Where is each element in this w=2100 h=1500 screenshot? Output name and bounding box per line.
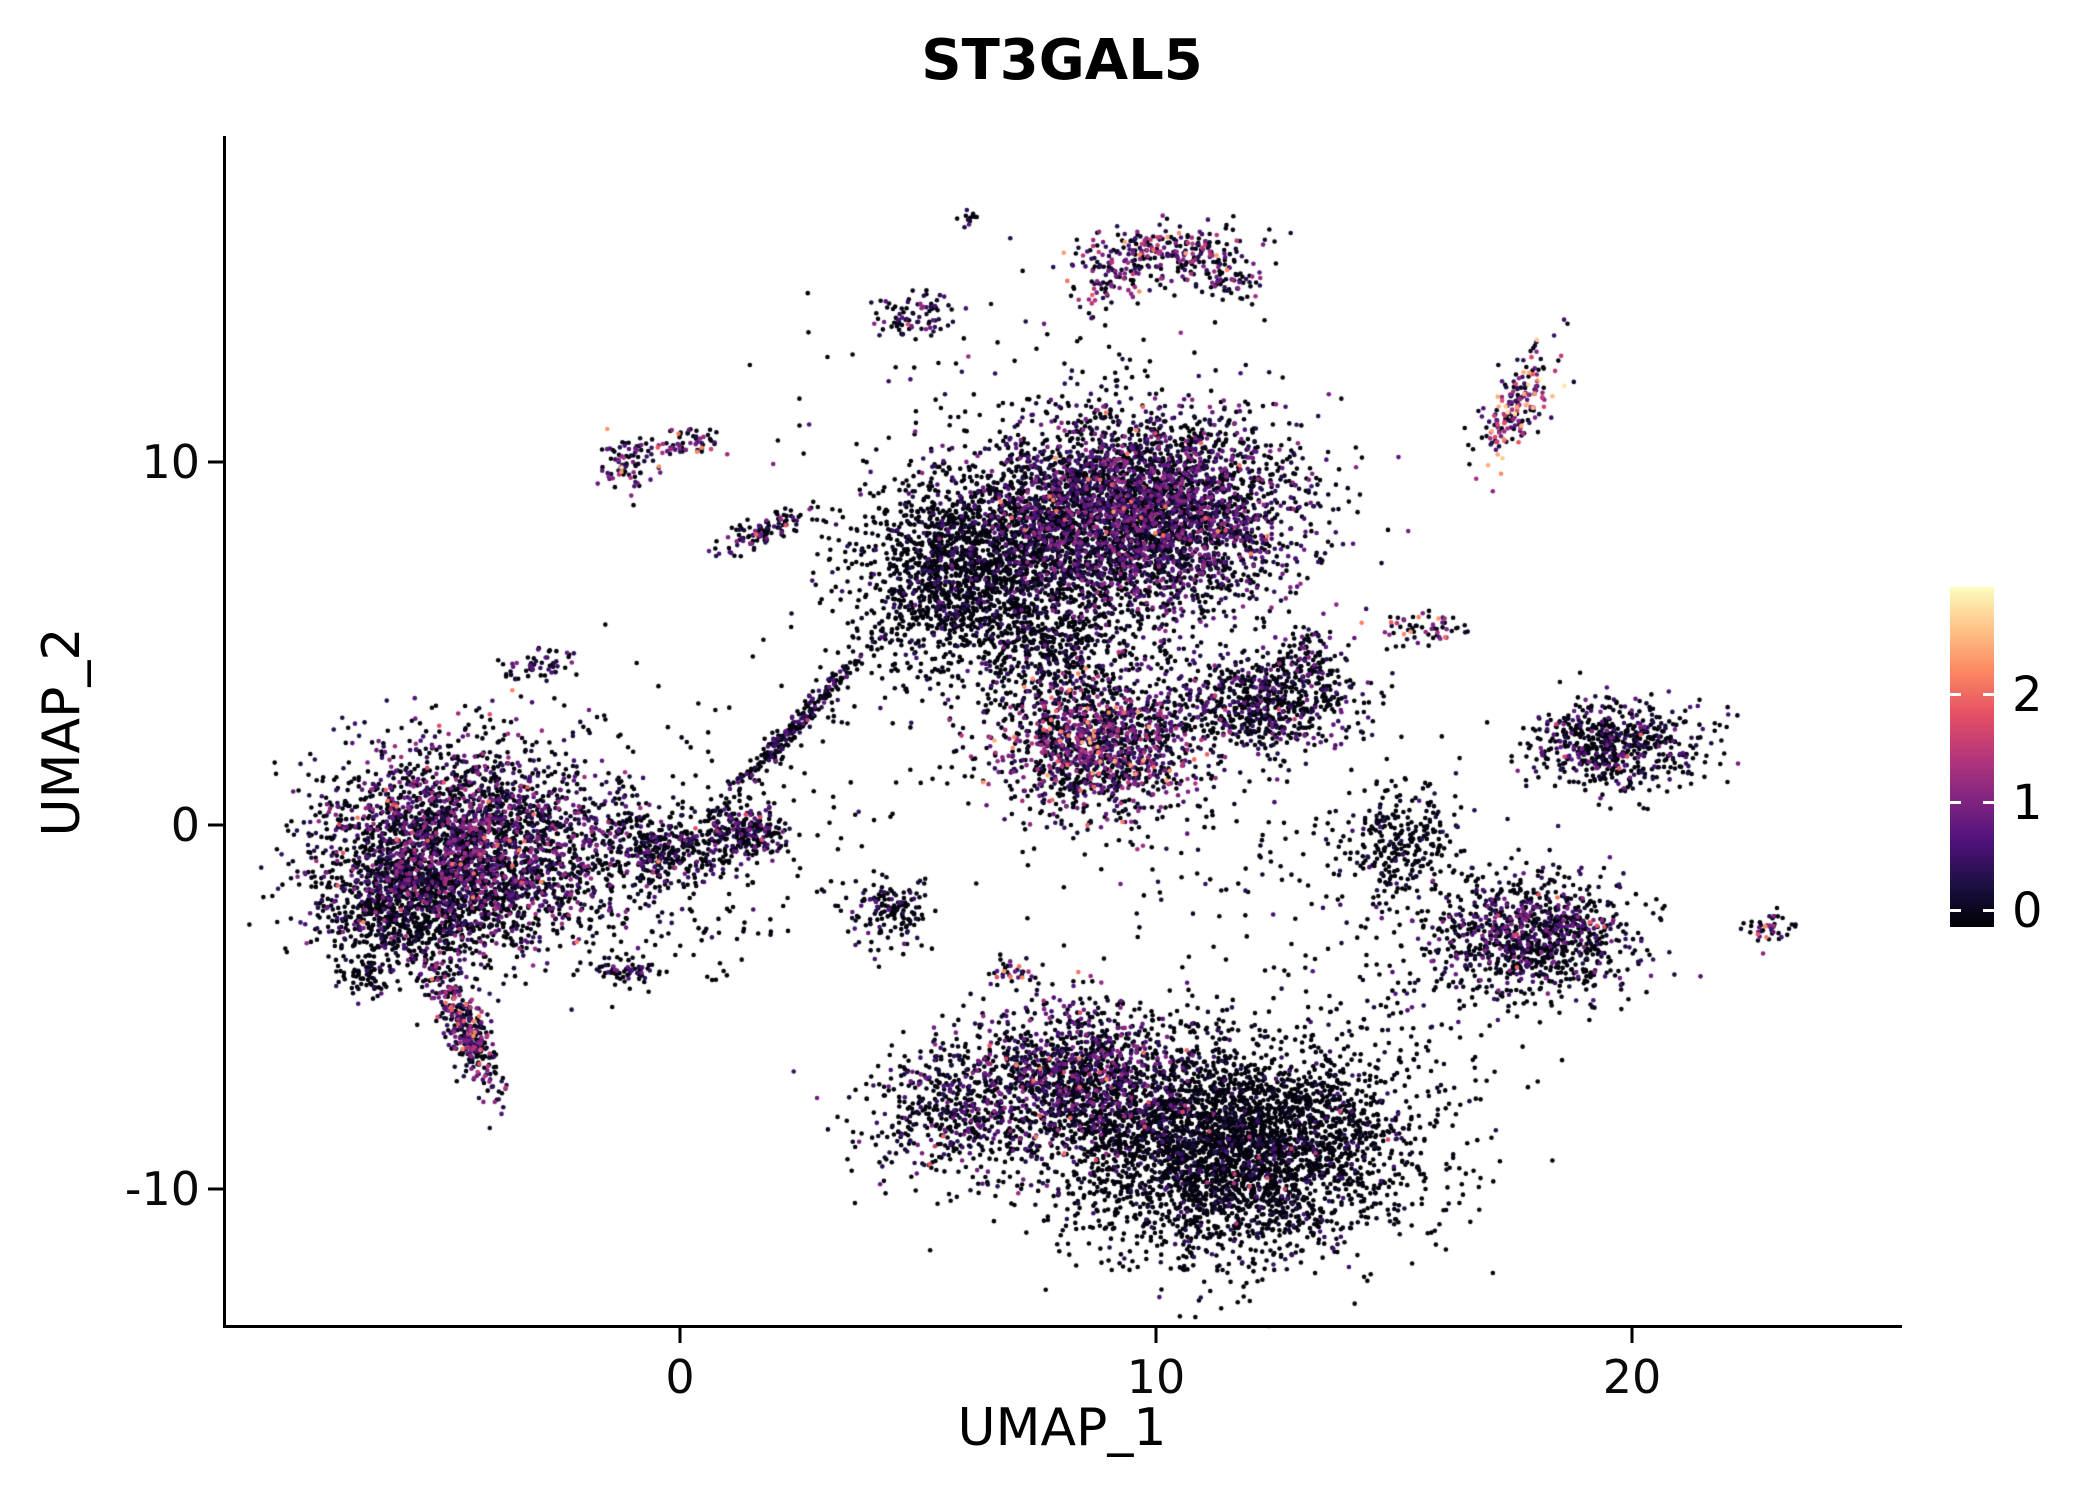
y-axis-line [223, 136, 226, 1328]
colorbar-tick-label: 2 [2012, 666, 2043, 723]
colorbar-tick-mark [1983, 693, 1994, 697]
colorbar-tick-mark [1983, 909, 1994, 913]
x-axis-title: UMAP_1 [957, 1398, 1167, 1458]
x-tick-mark [1630, 1328, 1634, 1343]
plot-title: ST3GAL5 [921, 28, 1203, 93]
colorbar-tick-mark [1950, 801, 1961, 805]
x-tick-mark [1154, 1328, 1158, 1343]
x-tick-label: 0 [665, 1350, 695, 1404]
x-tick-label: 20 [1602, 1350, 1662, 1404]
y-axis-title: UMAP_2 [32, 627, 92, 837]
x-tick-label: 10 [1126, 1350, 1186, 1404]
colorbar-tick-label: 0 [2012, 882, 2043, 939]
y-tick-label: -10 [124, 1161, 200, 1216]
x-tick-mark [678, 1328, 682, 1343]
y-tick-label: 10 [141, 434, 200, 489]
colorbar-tick-mark [1950, 693, 1961, 697]
y-tick-mark [208, 460, 223, 463]
y-tick-label: 0 [170, 798, 200, 852]
y-tick-mark [208, 823, 223, 827]
colorbar-tick-mark [1950, 909, 1961, 913]
x-axis-line [223, 1325, 1902, 1328]
colorbar-tick-label: 1 [2012, 774, 2043, 831]
y-tick-mark [208, 1187, 223, 1190]
colorbar-gradient [1950, 587, 1994, 927]
colorbar-tick-mark [1983, 801, 1994, 805]
